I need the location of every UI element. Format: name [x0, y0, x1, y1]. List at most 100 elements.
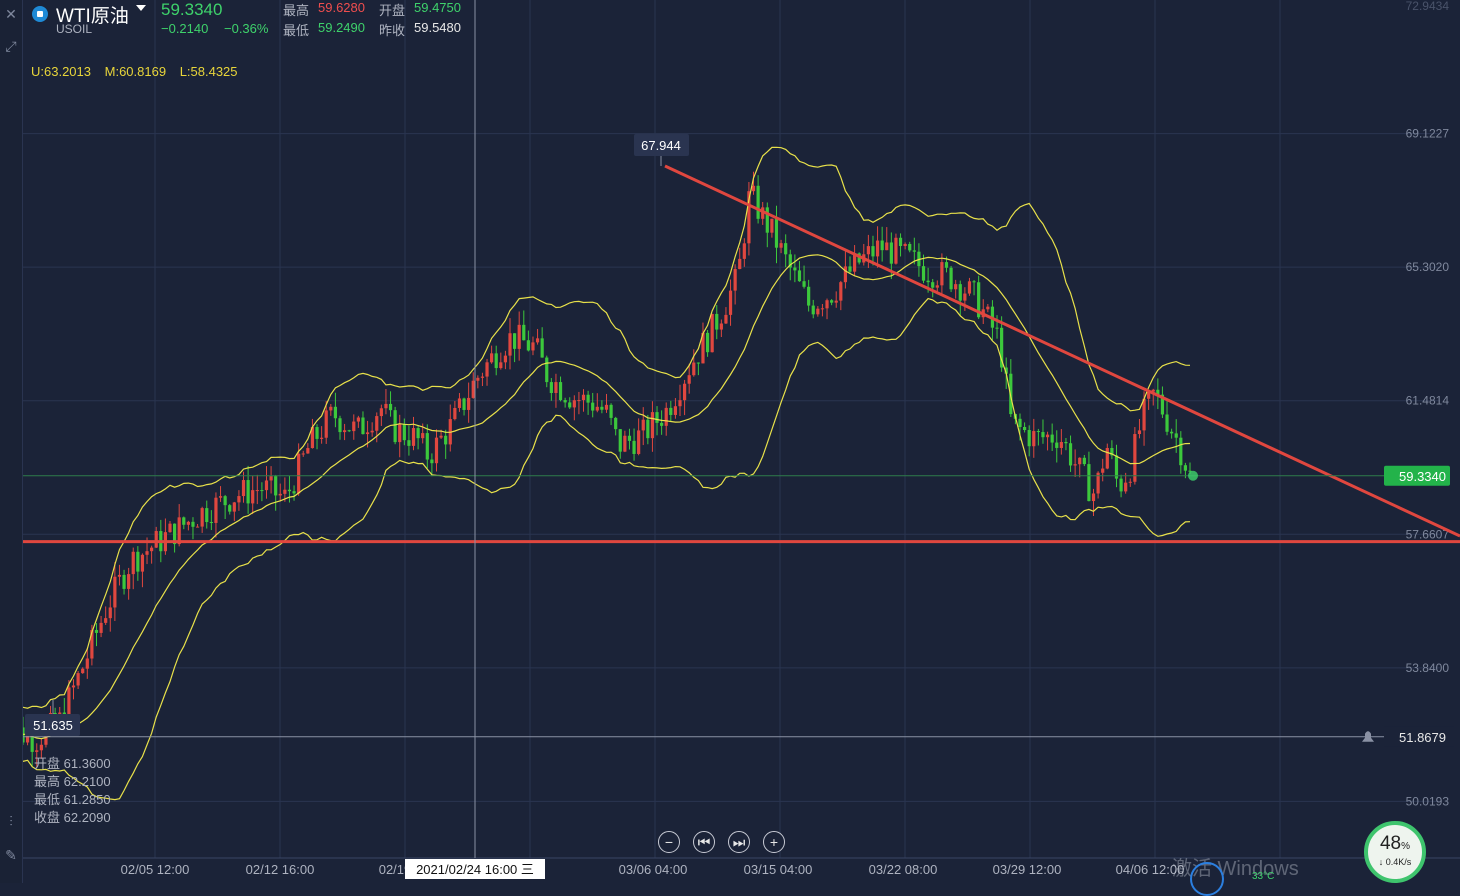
- candle-body: [1151, 389, 1155, 392]
- candle-body: [646, 419, 650, 439]
- candle-body: [310, 427, 315, 449]
- candle-body: [614, 417, 618, 430]
- zoom-in-button[interactable]: +: [763, 831, 785, 853]
- zoom-out-button[interactable]: −: [658, 831, 680, 853]
- candle-body: [503, 355, 508, 363]
- low-label: 最低: [283, 23, 310, 38]
- candle-body: [1091, 493, 1096, 502]
- candle-body: [788, 254, 792, 268]
- candle-body: [563, 400, 567, 403]
- candle-body: [379, 408, 383, 417]
- symbol-title[interactable]: WTI原油: [56, 6, 129, 27]
- scroll-start-button[interactable]: ⏮: [693, 831, 715, 853]
- chevron-down-icon[interactable]: [136, 5, 146, 11]
- candle-body: [949, 267, 953, 290]
- close-icon[interactable]: ✕: [5, 6, 17, 22]
- candle-body: [228, 505, 232, 512]
- candle-body: [926, 280, 930, 283]
- candle-body: [1128, 481, 1132, 483]
- candle-body: [921, 266, 926, 281]
- candle-body: [421, 433, 425, 439]
- tray-weather-icon[interactable]: [1190, 862, 1224, 896]
- candle-body: [324, 410, 328, 438]
- candle-body: [719, 323, 723, 330]
- candle-body: [609, 404, 613, 418]
- candle-body: [30, 734, 34, 752]
- resistance-trend-line: [664, 164, 1460, 538]
- candle-body: [1160, 394, 1165, 415]
- candle-body: [278, 493, 282, 496]
- candle-body: [274, 476, 278, 496]
- candle-body: [747, 191, 751, 244]
- candle-body: [522, 324, 526, 341]
- candle-body: [1082, 457, 1086, 465]
- candle-body: [384, 403, 388, 409]
- drawing-tool-icon[interactable]: ⤢: [5, 38, 17, 54]
- candle-body: [940, 262, 944, 286]
- candle-body: [1096, 472, 1100, 494]
- candle-body: [39, 744, 43, 751]
- y-tick-label: 53.8400: [1406, 661, 1450, 675]
- candle-body: [1124, 482, 1128, 492]
- candle-body: [457, 398, 462, 408]
- candle-body: [104, 618, 108, 623]
- candle-body: [972, 281, 976, 283]
- candle-body: [127, 574, 131, 589]
- network-speed-gauge[interactable]: 48% ↓ 0.4K/s: [1364, 821, 1426, 883]
- candle-body: [1179, 437, 1183, 466]
- hover-open: 开盘 61.3600: [34, 756, 111, 771]
- candle-body: [287, 489, 292, 492]
- candle-body: [650, 412, 655, 439]
- candle-body: [398, 424, 402, 443]
- candle-body: [430, 459, 434, 464]
- candle-body: [825, 300, 829, 309]
- indicator-icon[interactable]: ⫶: [9, 813, 13, 829]
- high-value: 59.6280: [318, 0, 365, 15]
- candle-body: [954, 284, 958, 290]
- candle-body: [637, 430, 641, 454]
- x-tick-label: 03/15 04:00: [744, 862, 813, 877]
- candle-body: [724, 314, 728, 324]
- candle-body: [558, 382, 563, 401]
- candle-body: [632, 440, 636, 454]
- candle-body: [839, 282, 843, 301]
- candle-body: [1087, 464, 1091, 502]
- bell-icon: [1362, 731, 1374, 742]
- current-price-tag-label: 59.3340: [1399, 469, 1446, 484]
- candle-body: [811, 305, 815, 315]
- hover-high: 最高 62.2100: [34, 774, 111, 789]
- candle-body: [76, 673, 80, 686]
- candle-body: [237, 496, 241, 503]
- candle-body: [375, 416, 379, 431]
- candle-body: [1041, 432, 1045, 438]
- candle-body: [995, 327, 999, 329]
- last-price-dot: [1188, 470, 1198, 481]
- scroll-end-button[interactable]: ⏭: [728, 831, 750, 853]
- candle-body: [1188, 470, 1192, 472]
- candle-body: [701, 332, 705, 364]
- candle-body: [232, 502, 236, 512]
- candle-body: [894, 237, 898, 264]
- candle-body: [113, 576, 117, 608]
- candle-body: [140, 554, 145, 572]
- pen-icon[interactable]: ✎: [5, 847, 17, 863]
- candle-body: [150, 547, 154, 552]
- candle-body: [1036, 431, 1040, 433]
- candle-body: [1045, 434, 1050, 438]
- candle-body: [710, 313, 714, 353]
- candle-body: [223, 496, 227, 506]
- candle-body: [471, 380, 475, 398]
- x-tick-label: 04/06 12:00: [1116, 862, 1185, 877]
- candle-body: [568, 402, 572, 408]
- symbol-logo-icon: [32, 6, 48, 22]
- candle-body: [797, 270, 802, 282]
- candle-body: [1022, 426, 1027, 431]
- candle-body: [512, 333, 517, 349]
- candle-body: [1000, 327, 1004, 368]
- prev-close-value: 59.5480: [414, 20, 461, 35]
- candle-body: [866, 246, 870, 255]
- candle-body: [1068, 443, 1073, 466]
- candle-body: [756, 185, 760, 219]
